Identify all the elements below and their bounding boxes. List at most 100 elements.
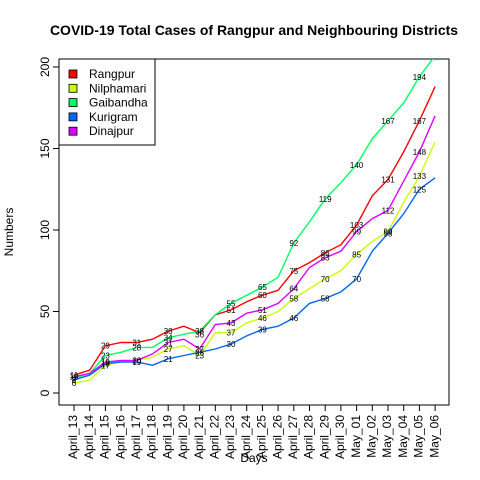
data-label-kurigram: 8 bbox=[72, 376, 77, 385]
x-tick-label: April_14 bbox=[82, 415, 96, 459]
data-label-rangpur: 86 bbox=[321, 249, 330, 258]
data-label-dinajpur: 51 bbox=[258, 306, 267, 315]
x-tick-label: May_04 bbox=[396, 415, 410, 458]
x-tick-label: May_06 bbox=[427, 415, 441, 458]
data-label-rangpur: 131 bbox=[381, 175, 395, 184]
data-label-gaibandha: 119 bbox=[319, 195, 332, 204]
data-label-rangpur: 75 bbox=[289, 267, 298, 276]
data-label-gaibandha: 34 bbox=[164, 334, 173, 343]
data-label-gaibandha: 9 bbox=[72, 374, 77, 383]
y-axis-label: Numbers bbox=[2, 208, 16, 257]
data-label-kurigram: 46 bbox=[289, 314, 298, 323]
data-label-nilphamari: 99 bbox=[384, 228, 393, 237]
legend-swatch-dinajpur bbox=[68, 126, 78, 136]
legend-swatch-kurigram bbox=[68, 112, 78, 122]
data-label-gaibandha: 65 bbox=[258, 283, 267, 292]
data-label-gaibandha: 23 bbox=[101, 352, 110, 361]
data-label-nilphamari: 6 bbox=[72, 379, 77, 388]
data-label-nilphamari: 70 bbox=[321, 275, 330, 284]
data-label-dinajpur: 20 bbox=[132, 356, 141, 365]
x-tick-label: April_18 bbox=[145, 415, 159, 459]
data-label-nilphamari: 58 bbox=[289, 294, 298, 303]
data-label-dinajpur: 43 bbox=[227, 319, 236, 328]
data-label-kurigram: 19 bbox=[132, 358, 141, 367]
chart-title: COVID-19 Total Cases of Rangpur and Neig… bbox=[50, 22, 458, 38]
data-label-kurigram: 18 bbox=[101, 360, 110, 369]
legend-label-dinajpur: Dinajpur bbox=[89, 124, 134, 138]
data-label-kurigram: 98 bbox=[384, 229, 393, 238]
x-tick-label: April_20 bbox=[176, 415, 190, 459]
legend-swatch-nilphamari bbox=[68, 83, 78, 93]
data-label-gaibandha: 55 bbox=[227, 299, 236, 308]
data-label-rangpur: 60 bbox=[258, 291, 267, 300]
x-tick-label: April_26 bbox=[270, 415, 284, 459]
data-label-gaibandha: 167 bbox=[381, 117, 395, 126]
data-label-gaibandha: 38 bbox=[195, 327, 204, 336]
x-tick-label: April_30 bbox=[333, 415, 347, 459]
data-label-kurigram: 39 bbox=[258, 325, 267, 334]
y-axis: 0 50 100 150 200 bbox=[38, 57, 59, 396]
x-tick-label: April_15 bbox=[98, 415, 112, 459]
series-line-gaibandha bbox=[73, 59, 434, 379]
data-label-nilphamari: 23 bbox=[195, 352, 204, 361]
x-tick-label: April_28 bbox=[302, 415, 316, 459]
data-label-dinajpur: 148 bbox=[413, 148, 427, 157]
data-label-nilphamari: 27 bbox=[164, 345, 173, 354]
x-tick-label: April_22 bbox=[207, 415, 221, 459]
data-label-rangpur: 29 bbox=[101, 342, 110, 351]
x-tick-label: May_03 bbox=[380, 415, 394, 458]
x-tick-label: April_25 bbox=[255, 415, 269, 459]
legend-label-gaibandha: Gaibandha bbox=[89, 96, 148, 110]
data-label-dinajpur: 19 bbox=[101, 358, 110, 367]
x-tick-label: April_19 bbox=[160, 415, 174, 459]
y-tick-label: 200 bbox=[38, 57, 52, 77]
data-label-rangpur: 38 bbox=[164, 327, 173, 336]
data-label-kurigram: 70 bbox=[352, 275, 361, 284]
x-tick-label: April_16 bbox=[113, 415, 127, 459]
x-tick-label: May_02 bbox=[364, 415, 378, 458]
legend-swatch-gaibandha bbox=[68, 98, 78, 107]
x-tick-label: April_13 bbox=[66, 415, 80, 459]
data-label-kurigram: 125 bbox=[413, 185, 427, 194]
x-axis-label: Days bbox=[240, 451, 267, 465]
data-label-nilphamari: 46 bbox=[258, 314, 267, 323]
data-label-kurigram: 30 bbox=[227, 340, 236, 349]
x-tick-label: April_24 bbox=[239, 415, 253, 459]
data-label-nilphamari: 37 bbox=[227, 329, 236, 338]
data-label-dinajpur: 10 bbox=[70, 373, 79, 382]
y-tick-label: 0 bbox=[38, 389, 52, 396]
data-label-rangpur: 167 bbox=[413, 117, 427, 126]
x-tick-label: May_01 bbox=[349, 415, 363, 458]
series-line-dinajpur bbox=[73, 115, 436, 378]
data-label-nilphamari: 17 bbox=[101, 361, 110, 370]
x-tick-label: April_17 bbox=[129, 415, 143, 459]
data-label-kurigram: 58 bbox=[321, 294, 330, 303]
x-axis: April_13 April_14 April_15 April_16 April_17… bbox=[66, 405, 441, 459]
data-label-kurigram: 25 bbox=[195, 348, 204, 357]
data-label-rangpur: 31 bbox=[132, 338, 141, 347]
data-label-dinajpur: 27 bbox=[195, 345, 204, 354]
y-tick-label: 100 bbox=[38, 220, 52, 240]
x-tick-label: April_23 bbox=[223, 415, 237, 459]
data-label-kurigram: 21 bbox=[164, 355, 173, 364]
y-tick-label: 50 bbox=[38, 305, 52, 319]
data-label-gaibandha: 28 bbox=[132, 343, 141, 352]
data-label-rangpur: 11 bbox=[70, 371, 79, 380]
series-lines bbox=[73, 59, 436, 384]
data-label-dinajpur: 83 bbox=[321, 254, 330, 263]
x-tick-label: April_29 bbox=[317, 415, 331, 459]
x-tick-label: April_27 bbox=[286, 415, 300, 459]
data-label-dinajpur: 112 bbox=[382, 206, 395, 215]
legend-swatch-rangpur bbox=[68, 69, 78, 79]
data-label-nilphamari: 133 bbox=[413, 172, 427, 181]
legend-label-rangpur: Rangpur bbox=[89, 67, 135, 81]
data-label-nilphamari: 20 bbox=[132, 356, 141, 365]
data-label-rangpur: 103 bbox=[350, 221, 364, 230]
x-tick-label: April_21 bbox=[192, 415, 206, 459]
data-label-nilphamari: 85 bbox=[352, 250, 361, 259]
data-label-dinajpur: 31 bbox=[164, 338, 173, 347]
data-label-gaibandha: 92 bbox=[289, 239, 298, 248]
y-tick-label: 150 bbox=[38, 138, 52, 158]
